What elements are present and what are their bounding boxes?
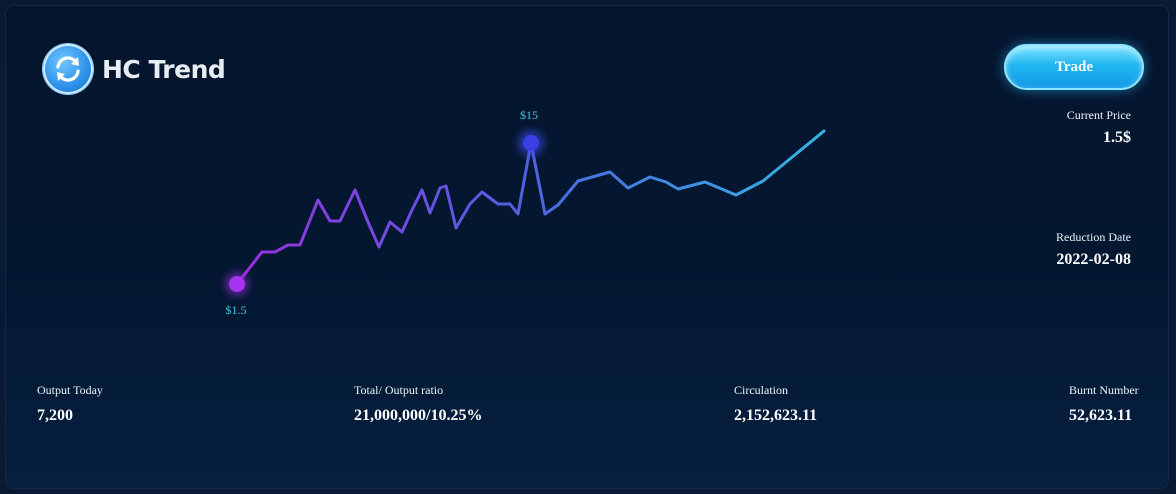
current-price-value: 1.5$ [1103, 129, 1131, 146]
brand: HC Trend [43, 44, 226, 94]
current-price: Current Price 1.5$ [1067, 108, 1131, 147]
total-output-ratio: Total/ Output ratio 21,000,000/10.25% [354, 383, 482, 425]
output-today: Output Today 7,200 [37, 383, 103, 425]
reduction-date: Reduction Date 2022-02-08 [1056, 230, 1131, 269]
trend-card: HC Trend Trade Current Price 1.5$ Reduct… [6, 6, 1168, 488]
reduction-date-value: 2022-02-08 [1056, 251, 1131, 268]
circulation-value: 2,152,623.11 [734, 407, 818, 424]
start-point-label: $1.5 [226, 303, 247, 317]
circulation-label: Circulation [734, 383, 788, 397]
peak-point-label: $15 [520, 108, 538, 122]
output-today-value: 7,200 [37, 407, 73, 424]
output-today-label: Output Today [37, 383, 103, 397]
burnt-value: 52,623.11 [1069, 407, 1133, 424]
trade-button[interactable]: Trade [1004, 44, 1144, 90]
start-point [229, 276, 245, 292]
brand-title: HC Trend [102, 54, 226, 84]
burnt-label: Burnt Number [1069, 383, 1139, 397]
burnt-number: Burnt Number 52,623.11 [1069, 383, 1139, 425]
ratio-label: Total/ Output ratio [354, 383, 444, 397]
peak-point [523, 135, 539, 151]
ratio-value: 21,000,000/10.25% [354, 407, 483, 424]
current-price-label: Current Price [1066, 108, 1131, 122]
circulation: Circulation 2,152,623.11 [734, 383, 817, 425]
refresh-cycle-icon [43, 44, 93, 94]
trend-line [235, 129, 826, 286]
reduction-date-label: Reduction Date [1056, 230, 1131, 244]
